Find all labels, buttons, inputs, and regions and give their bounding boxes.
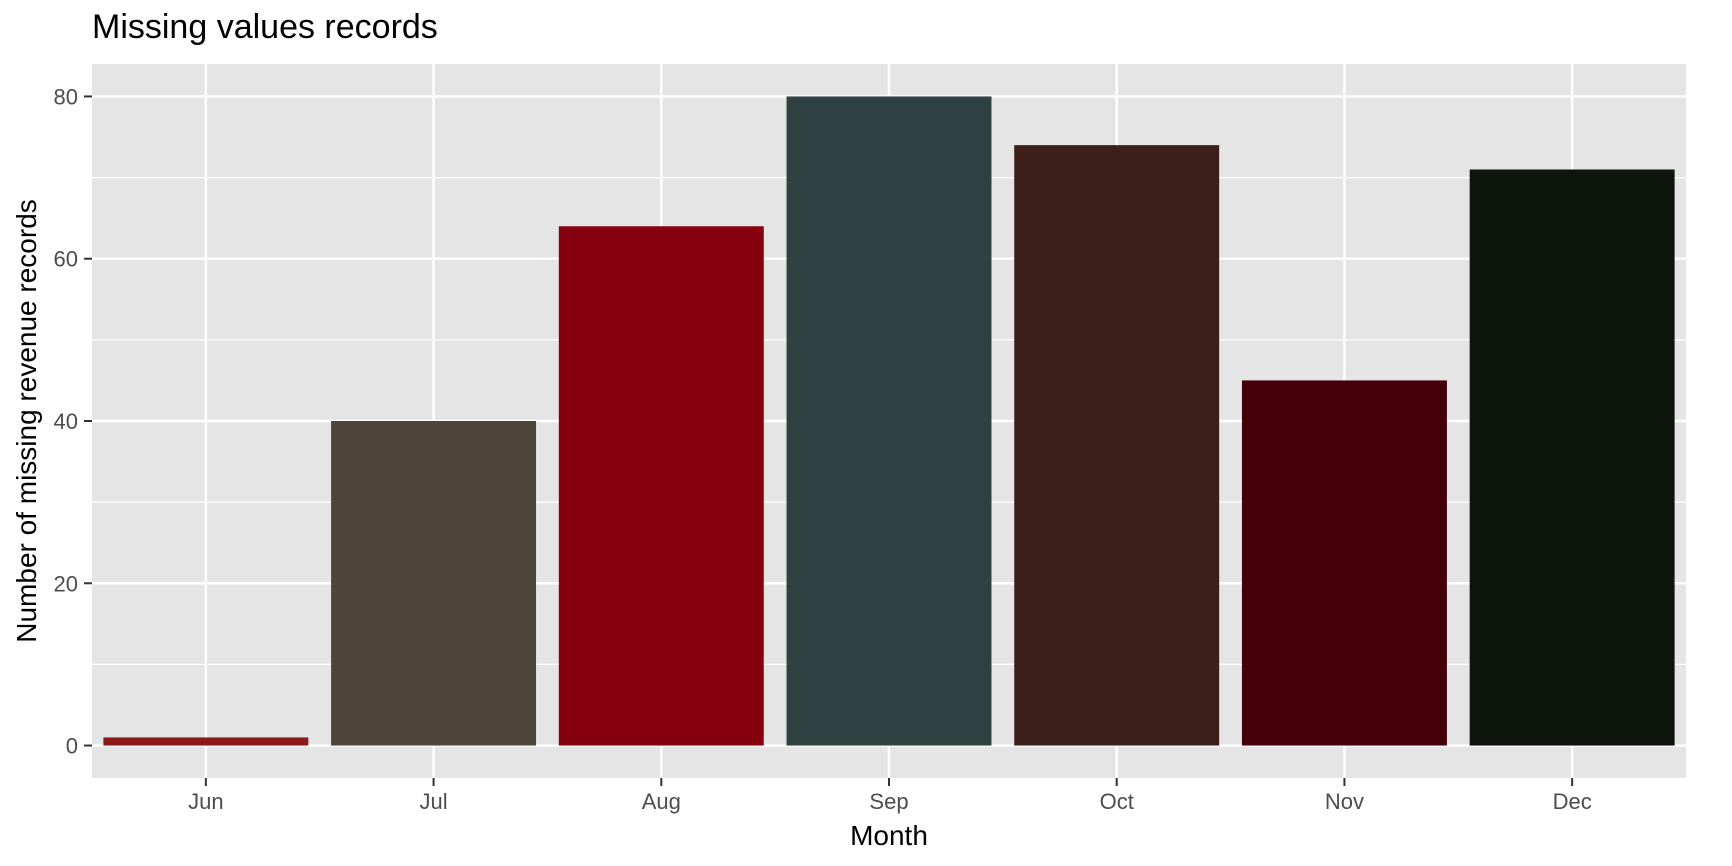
bar-nov xyxy=(1241,380,1447,746)
x-axis: Jun Jul Aug Sep Oct Nov Dec xyxy=(188,778,1592,814)
bar-jun xyxy=(103,737,309,746)
x-tick-label: Aug xyxy=(642,789,681,814)
bar-aug xyxy=(558,226,764,746)
x-tick-label: Nov xyxy=(1325,789,1364,814)
bar-oct xyxy=(1014,145,1220,746)
y-tick-label: 20 xyxy=(54,571,78,596)
x-tick-label: Dec xyxy=(1553,789,1592,814)
y-axis: 0 20 40 60 80 xyxy=(54,84,92,759)
chart-title: Missing values records xyxy=(92,8,438,46)
x-tick-label: Jun xyxy=(188,789,223,814)
x-tick-label: Sep xyxy=(869,789,908,814)
bar-dec xyxy=(1469,169,1675,746)
y-tick-label: 0 xyxy=(66,734,78,759)
y-tick-label: 80 xyxy=(54,84,78,109)
bar-jul xyxy=(331,421,537,746)
y-axis-title: Number of missing revenue records xyxy=(11,199,42,643)
bars xyxy=(103,96,1675,746)
x-axis-title: Month xyxy=(850,820,928,851)
y-tick-label: 40 xyxy=(54,409,78,434)
y-tick-label: 60 xyxy=(54,247,78,272)
x-tick-label: Oct xyxy=(1100,789,1134,814)
bar-sep xyxy=(786,96,992,746)
x-tick-label: Jul xyxy=(420,789,448,814)
